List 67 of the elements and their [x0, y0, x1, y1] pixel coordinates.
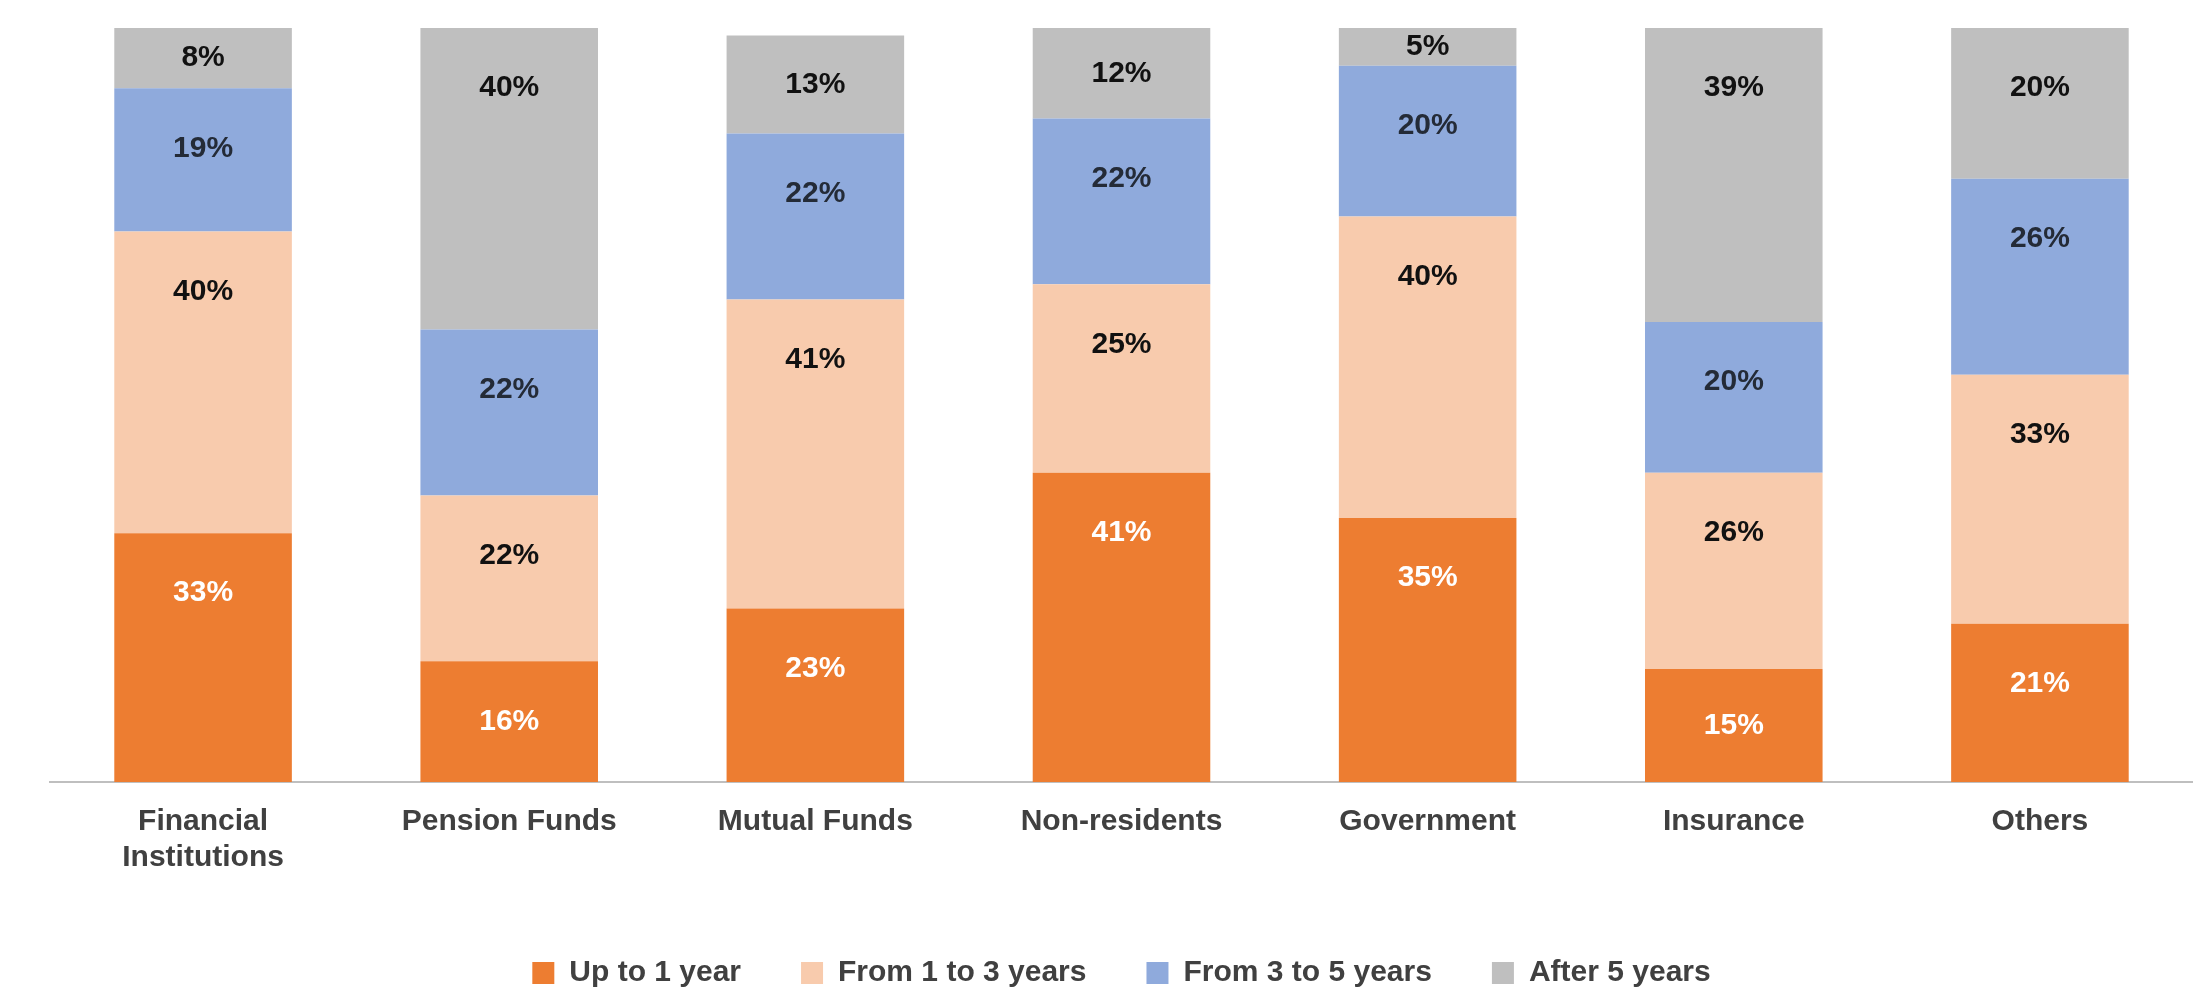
data-label: 5% [1405, 28, 1450, 62]
bar [420, 661, 598, 782]
bar [1032, 118, 1211, 285]
data-label: 20% [1703, 363, 1764, 397]
bar [726, 133, 905, 300]
x-tick-label: Government [1339, 803, 1516, 837]
data-label: 40% [479, 69, 540, 103]
bar [114, 28, 292, 89]
bar [1951, 178, 2129, 375]
bar [1338, 65, 1517, 217]
bar [726, 299, 905, 609]
data-label: 22% [1091, 159, 1152, 193]
x-tick-label: Insurance [1662, 803, 1805, 837]
x-tick-label: Non-residents [1020, 803, 1223, 837]
data-label: 13% [785, 65, 846, 99]
data-label: 15% [1703, 706, 1764, 740]
bar [114, 231, 292, 534]
data-label: 40% [173, 272, 234, 306]
data-label: 33% [2009, 416, 2070, 450]
legend-label: After 5 years [1528, 954, 1711, 988]
data-label: 19% [173, 129, 234, 163]
data-label: 22% [479, 370, 540, 404]
bar [114, 88, 292, 232]
data-label: 20% [2009, 69, 2070, 103]
data-label: 21% [2009, 664, 2070, 698]
data-label: 8% [181, 39, 225, 73]
x-tick-label: Financial Institutions [122, 803, 284, 873]
legend-label: Up to 1 year [569, 954, 742, 988]
bar [420, 495, 598, 662]
bar [1032, 28, 1211, 119]
data-label: 23% [785, 649, 846, 683]
bar [1645, 472, 1823, 669]
bar [420, 28, 598, 330]
bar [1032, 284, 1211, 473]
x-tick-label: Pension Funds [401, 803, 617, 837]
data-label: 12% [1091, 54, 1152, 88]
bar [1951, 28, 2129, 179]
bar [1645, 322, 1823, 473]
x-tick-label: Others [1991, 803, 2089, 837]
data-label: 41% [785, 340, 846, 374]
data-label: 26% [2009, 220, 2070, 254]
data-label: 35% [1397, 559, 1458, 593]
bar [726, 35, 905, 134]
data-label: 22% [479, 536, 540, 570]
data-label: 39% [1703, 69, 1764, 103]
data-label: 40% [1397, 257, 1458, 291]
bar [1645, 28, 1823, 323]
bar [1338, 518, 1517, 782]
bar [1338, 216, 1517, 519]
data-label: 22% [785, 174, 846, 208]
legend-label: From 1 to 3 years [838, 954, 1087, 988]
data-label: 33% [173, 574, 234, 608]
bar [420, 329, 598, 496]
bar [1645, 668, 1823, 782]
bar [1951, 623, 2129, 782]
data-label: 25% [1091, 325, 1152, 359]
data-label: 20% [1397, 106, 1458, 140]
bar [114, 533, 292, 782]
x-tick-label: Mutual Funds [717, 803, 913, 837]
data-label: 16% [479, 702, 540, 736]
bar [1032, 472, 1211, 782]
bar [1951, 374, 2129, 624]
legend-label: From 3 to 5 years [1183, 954, 1432, 988]
data-label: 26% [1703, 514, 1764, 548]
bar [1338, 28, 1517, 66]
data-label: 41% [1091, 514, 1152, 548]
bar [726, 608, 905, 782]
